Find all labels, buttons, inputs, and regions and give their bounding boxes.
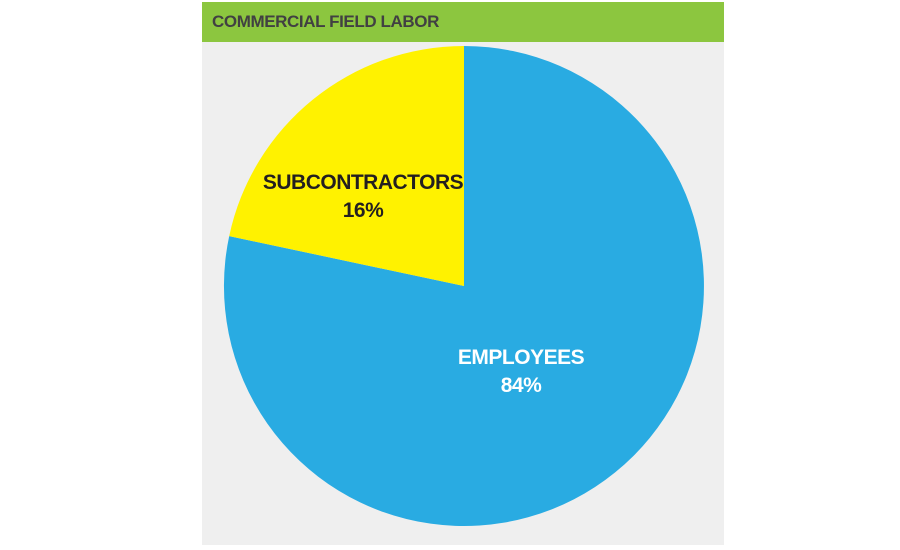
- pie-label-subcontractors-value: 16%: [342, 199, 384, 222]
- pie-label-subcontractors-name: SUBCONTRACTORS: [262, 171, 464, 194]
- pie-slice-subcontractors: [229, 46, 464, 286]
- pie-slice-employees: [223, 46, 704, 526]
- pie-label-employees-name: EMPLOYEES: [457, 346, 585, 369]
- pie-label-subcontractors: SUBCONTRACTORS 16%: [262, 169, 464, 225]
- chart-title: COMMERCIAL FIELD LABOR: [212, 12, 439, 31]
- chart-title-bar: COMMERCIAL FIELD LABOR: [202, 2, 724, 42]
- pie-label-employees: EMPLOYEES 84%: [457, 344, 585, 400]
- pie-label-employees-value: 84%: [500, 374, 542, 397]
